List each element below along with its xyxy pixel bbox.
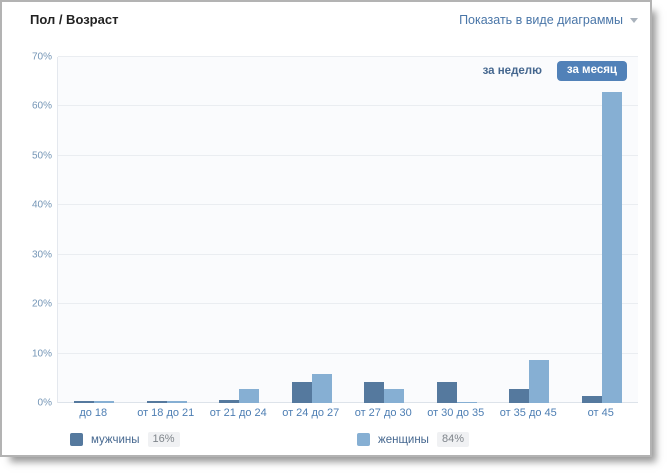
x-tick-label: от 24 до 27 [282,407,340,419]
bar-women-5[interactable] [456,401,477,403]
card-header: Пол / Возраст Показать в виде диаграммы [30,12,638,27]
bar-women-6[interactable] [529,360,550,403]
men-color-swatch [70,433,83,446]
page-title: Пол / Возраст [30,12,119,27]
gridline [58,303,638,305]
stats-card: Пол / Возраст Показать в виде диаграммы … [0,0,652,457]
period-month-button[interactable]: за месяц [556,61,627,81]
y-tick-label: 30% [31,249,52,261]
gridline [58,56,638,57]
legend-item-men[interactable]: мужчины 16% [70,432,180,447]
gridline [58,253,638,255]
y-tick-label: 20% [31,298,52,310]
y-tick-label: 70% [31,51,52,63]
x-axis: до 18 от 18 до 21 от 21 до 24 от 24 до 27 от… [57,407,637,423]
x-tick-label: от 30 до 35 [427,407,485,419]
chevron-down-icon [630,18,638,23]
bar-men-0[interactable] [74,401,95,403]
view-mode-dropdown[interactable]: Показать в виде диаграммы [459,13,638,27]
bar-men-1[interactable] [146,400,167,403]
gridline [58,204,638,206]
bar-women-2[interactable] [239,388,260,403]
bar-women-0[interactable] [94,401,115,403]
legend-value-women: 84% [436,432,469,447]
x-tick-label: от 27 до 30 [354,407,412,419]
chart-legend: мужчины 16% женщины 84% [2,432,650,450]
legend-item-women[interactable]: женщины 84% [357,432,469,447]
plot-area [57,56,638,403]
y-tick-label: 60% [31,100,52,112]
x-tick-label: от 45 [587,407,614,419]
legend-label-women: женщины [378,433,429,446]
women-color-swatch [357,433,370,446]
bar-men-4[interactable] [364,381,385,403]
x-tick-label: от 35 до 45 [499,407,557,419]
gridline [58,105,638,107]
y-axis: 0% 10% 20% 30% 40% 50% 60% 70% [2,52,52,409]
bar-men-6[interactable] [509,388,530,403]
bar-women-1[interactable] [166,401,187,403]
period-toggle: за неделю за месяц [483,61,627,81]
y-tick-label: 10% [31,348,52,360]
gridline [58,352,638,354]
view-mode-label: Показать в виде диаграммы [459,12,623,27]
gridline [58,402,638,403]
legend-label-men: мужчины [91,433,140,446]
bar-women-7[interactable] [601,91,622,403]
bar-men-2[interactable] [219,399,240,403]
period-week-button[interactable]: за неделю [482,65,542,77]
x-tick-label: от 18 до 21 [137,407,195,419]
gridline [58,154,638,156]
y-tick-label: 0% [37,397,52,409]
x-tick-label: до 18 [79,407,108,419]
y-tick-label: 40% [31,199,52,211]
bar-women-3[interactable] [311,374,332,403]
bar-women-4[interactable] [384,388,405,403]
bar-men-7[interactable] [581,396,602,403]
y-tick-label: 50% [31,150,52,162]
x-tick-label: от 21 до 24 [209,407,267,419]
bar-men-3[interactable] [291,382,312,403]
bar-men-5[interactable] [436,382,457,403]
legend-value-men: 16% [147,432,180,447]
